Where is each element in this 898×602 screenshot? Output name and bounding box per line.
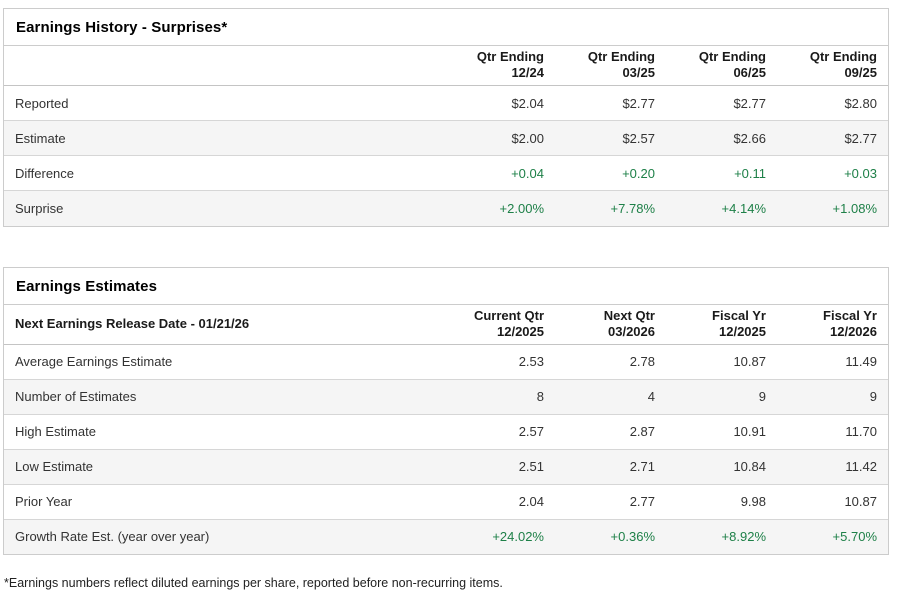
row-label: Reported: [4, 85, 444, 121]
cell-value: $2.77: [777, 120, 888, 156]
cell-value: 11.42: [777, 449, 888, 485]
earnings-history-card: Earnings History - Surprises* Qtr Ending…: [3, 8, 889, 227]
cell-value: +5.70%: [832, 529, 877, 545]
cell-value: 2.51: [444, 449, 555, 485]
cell-value: +4.14%: [721, 200, 766, 216]
row-label: Difference: [4, 155, 444, 191]
column-header-qtr-2: Qtr Ending 03/25: [555, 46, 666, 86]
earnings-footnote: *Earnings numbers reflect diluted earnin…: [4, 576, 503, 590]
column-header-current-qtr: Current Qtr 12/2025: [444, 304, 555, 345]
cell-value: 9: [666, 379, 777, 415]
cell-value: $2.77: [666, 85, 777, 121]
row-label: Estimate: [4, 120, 444, 156]
cell-value: 10.87: [666, 344, 777, 380]
table-row-average-earnings-estimate: Average Earnings Estimate 2.53 2.78 10.8…: [4, 344, 888, 380]
cell-value: 10.87: [777, 484, 888, 520]
cell-value: +0.36%: [610, 529, 655, 545]
cell-value: +2.00%: [499, 200, 544, 216]
cell-value: 4: [555, 379, 666, 415]
row-label: High Estimate: [4, 414, 444, 450]
cell-value: 8: [444, 379, 555, 415]
column-header-qtr-1: Qtr Ending 12/24: [444, 46, 555, 86]
cell-value: 2.53: [444, 344, 555, 380]
cell-value: +0.04: [444, 155, 555, 191]
next-earnings-release-date: Next Earnings Release Date - 01/21/26: [4, 304, 444, 345]
column-header-next-qtr: Next Qtr 03/2026: [555, 304, 666, 345]
cell-value: 10.91: [666, 414, 777, 450]
cell-value: $2.57: [555, 120, 666, 156]
table-row-low-estimate: Low Estimate 2.51 2.71 10.84 11.42: [4, 449, 888, 485]
cell-value: $2.04: [444, 85, 555, 121]
cell-value: $2.77: [555, 85, 666, 121]
column-header-fiscal-yr-1: Fiscal Yr 12/2025: [666, 304, 777, 345]
row-label: Number of Estimates: [4, 379, 444, 415]
table-row-prior-year: Prior Year 2.04 2.77 9.98 10.87: [4, 484, 888, 520]
table-row-difference: Difference +0.04 +0.20 +0.11 +0.03: [4, 155, 888, 191]
row-label: Prior Year: [4, 484, 444, 520]
table-row-surprise: Surprise +2.00% +7.78% +4.14% +1.08%: [4, 190, 888, 226]
cell-value: 2.57: [444, 414, 555, 450]
table-row-number-of-estimates: Number of Estimates 8 4 9 9: [4, 379, 888, 415]
earnings-history-table: Qtr Ending 12/24 Qtr Ending 03/25 Qtr En…: [4, 46, 888, 226]
earnings-estimates-table: Next Earnings Release Date - 01/21/26 Cu…: [4, 304, 888, 554]
cell-value: 9: [777, 379, 888, 415]
table-row-high-estimate: High Estimate 2.57 2.87 10.91 11.70: [4, 414, 888, 450]
cell-value: $2.00: [444, 120, 555, 156]
cell-value: +0.11: [666, 155, 777, 191]
earnings-estimates-header-row: Next Earnings Release Date - 01/21/26 Cu…: [4, 304, 888, 345]
earnings-estimates-title: Earnings Estimates: [4, 268, 888, 305]
column-header-fiscal-yr-2: Fiscal Yr 12/2026: [777, 304, 888, 345]
table-row-growth-rate-est: Growth Rate Est. (year over year) +24.02…: [4, 519, 888, 554]
column-header-qtr-4: Qtr Ending 09/25: [777, 46, 888, 86]
cell-value: 2.71: [555, 449, 666, 485]
cell-value: 2.87: [555, 414, 666, 450]
cell-value: 2.78: [555, 344, 666, 380]
earnings-history-header-row: Qtr Ending 12/24 Qtr Ending 03/25 Qtr En…: [4, 46, 888, 86]
cell-value: +24.02%: [492, 529, 544, 545]
cell-value: $2.80: [777, 85, 888, 121]
cell-value: 2.04: [444, 484, 555, 520]
cell-value: 11.70: [777, 414, 888, 450]
row-label: Average Earnings Estimate: [4, 344, 444, 380]
empty-header-cell: [4, 46, 444, 86]
cell-value: 10.84: [666, 449, 777, 485]
row-label: Surprise: [15, 200, 64, 216]
row-label: Growth Rate Est. (year over year): [15, 529, 210, 545]
cell-value: +1.08%: [832, 200, 877, 216]
cell-value: 11.49: [777, 344, 888, 380]
cell-value: $2.66: [666, 120, 777, 156]
earnings-history-title: Earnings History - Surprises*: [4, 9, 888, 46]
column-header-qtr-3: Qtr Ending 06/25: [666, 46, 777, 86]
cell-value: 9.98: [666, 484, 777, 520]
earnings-estimates-card: Earnings Estimates Next Earnings Release…: [3, 266, 889, 555]
cell-value: +7.78%: [610, 200, 655, 216]
table-row-estimate: Estimate $2.00 $2.57 $2.66 $2.77: [4, 120, 888, 156]
cell-value: +0.20: [555, 155, 666, 191]
cell-value: 2.77: [555, 484, 666, 520]
row-label: Low Estimate: [4, 449, 444, 485]
cell-value: +8.92%: [721, 529, 766, 545]
table-row-reported: Reported $2.04 $2.77 $2.77 $2.80: [4, 85, 888, 121]
cell-value: +0.03: [777, 155, 888, 191]
